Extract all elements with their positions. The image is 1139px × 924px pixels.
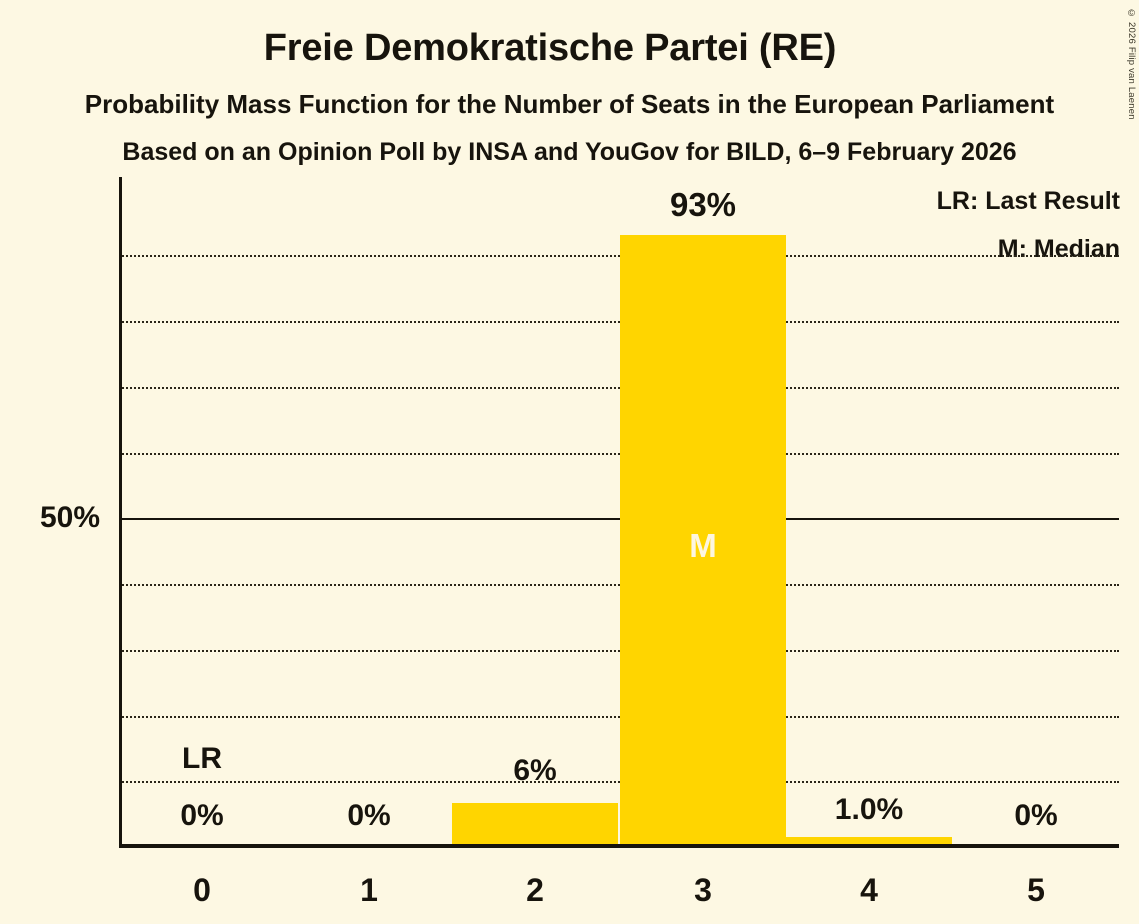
- gridline-40: [119, 584, 1119, 586]
- gridline-80: [119, 321, 1119, 323]
- gridline-70: [119, 387, 1119, 389]
- copyright-notice: © 2026 Filip van Laenen: [1126, 8, 1137, 120]
- value-label-seats-4: 1.0%: [834, 793, 904, 826]
- value-label-seats-3: 93%: [669, 186, 737, 223]
- median-marker: M: [689, 527, 717, 564]
- legend-median: M: Median: [997, 235, 1120, 263]
- last-result-marker: LR: [182, 742, 222, 775]
- value-label-seats-5: 0%: [1014, 799, 1058, 832]
- gridline-50: [119, 518, 1119, 520]
- x-axis-tick-5: 5: [1027, 872, 1045, 908]
- chart-source-line: Based on an Opinion Poll by INSA and You…: [122, 138, 1017, 166]
- chart-subtitle: Probability Mass Function for the Number…: [84, 89, 1055, 119]
- y-axis-line: [119, 177, 122, 847]
- bar-seats-2[interactable]: [452, 803, 618, 844]
- gridline-30: [119, 650, 1119, 652]
- legend-last-result: LR: Last Result: [936, 187, 1120, 215]
- page-title: Freie Demokratische Partei (RE): [263, 27, 837, 69]
- gridline-60: [119, 453, 1119, 455]
- y-axis-tick-50: 50%: [39, 501, 100, 534]
- gridline-20: [119, 716, 1119, 718]
- gridline-90: [119, 255, 1119, 257]
- x-axis-tick-3: 3: [694, 872, 712, 908]
- bar-seats-4[interactable]: [786, 837, 952, 844]
- value-label-seats-1: 0%: [347, 799, 391, 832]
- value-label-seats-2: 6%: [513, 754, 557, 787]
- x-axis-tick-1: 1: [360, 872, 378, 908]
- value-label-seats-0: 0%: [180, 799, 224, 832]
- x-axis-tick-2: 2: [526, 872, 544, 908]
- x-axis-tick-0: 0: [193, 872, 211, 908]
- gridline-10: [119, 781, 1119, 783]
- plot-area: M: [119, 177, 1119, 848]
- x-axis-line: [119, 844, 1119, 848]
- bar-seats-3[interactable]: [620, 235, 786, 844]
- x-axis-tick-4: 4: [860, 872, 878, 908]
